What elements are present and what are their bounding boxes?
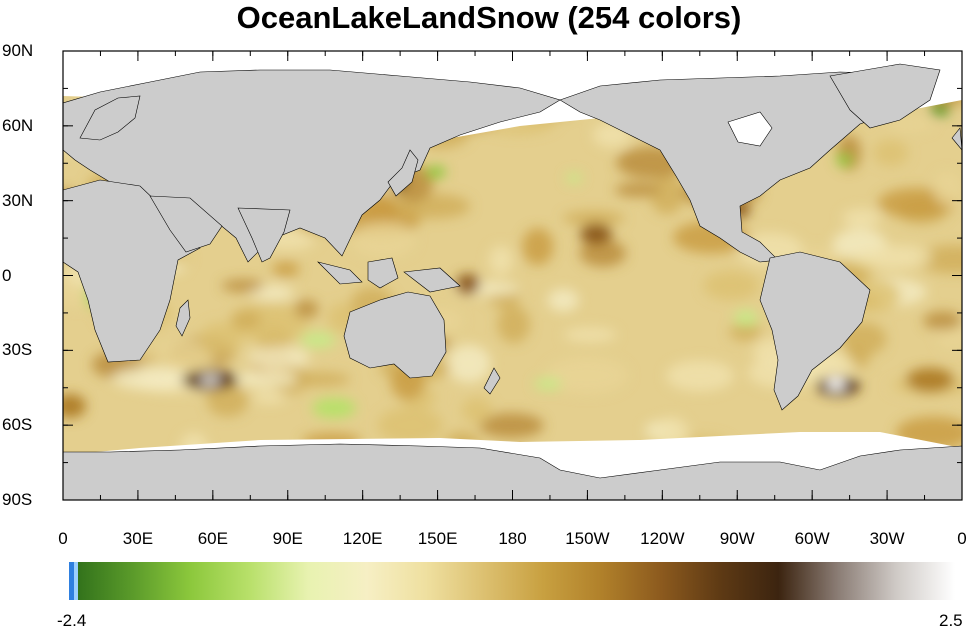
colorbar [69,562,955,600]
ocean-texture-patch [488,245,514,275]
ocean-texture-patch [842,208,882,228]
lat-tick-label: 30N [2,190,34,210]
ocean-texture-patch [446,344,491,383]
lon-tick-label: 30W [869,529,905,548]
ocean-anomaly-patch [734,310,758,326]
new-zealand [483,367,501,395]
ocean-texture-patch [271,261,300,277]
ocean-texture-patch [614,182,661,197]
lon-tick-label: 150E [417,529,458,548]
ocean-texture-patch [351,221,416,259]
ocean-anomaly-patch [456,274,480,294]
world-map [62,50,963,501]
ocean-texture-patch [479,413,544,438]
ocean-texture-patch [579,239,627,267]
japan [387,149,419,197]
colorbar-ocean-swatch [74,562,78,600]
indonesia [317,257,461,293]
lon-tick-label: 0 [957,529,967,548]
ocean-texture-patch [856,244,933,270]
ocean-texture-patch [522,227,554,266]
ocean-anomaly-patch [566,173,582,183]
ocean-texture-patch [703,271,759,301]
lat-tick-label: 90S [2,490,33,509]
lon-tick-label: 120W [640,529,685,548]
ocean-texture-patch [729,322,762,342]
ocean-texture-patch [547,288,579,312]
africa [63,179,201,363]
colorbar-gradient [73,562,955,600]
greenland [829,63,941,129]
south-america [759,251,871,411]
colorbar-min-label: -2.4 [57,611,87,630]
lon-tick-label: 60E [197,529,228,548]
axis-ticks [62,50,963,501]
ocean-anomaly-patch [63,394,86,418]
scandinavia [79,95,141,141]
lon-tick-label: 30E [122,529,154,548]
ocean-anomaly-patch [534,378,562,390]
ocean-anomaly-patch [200,374,220,386]
colorbar-lake-swatch [69,562,74,600]
ocean-texture-patch [206,384,249,417]
ocean-texture-patch [252,390,287,404]
ocean-texture-patch [247,346,310,370]
ocean-anomaly-patch [580,224,612,244]
ocean-texture-patch [232,370,298,388]
lat-tick-label: 60S [2,415,33,435]
lon-tick-label: 0 [58,529,68,548]
ocean-texture-patch [497,305,531,344]
hudson-bay [727,111,773,147]
ocean-texture-patch [665,360,735,392]
lat-tick-label: 0 [2,265,12,285]
lat-tick-label: 60N [2,115,34,135]
lon-tick-label: 90W [719,529,755,548]
lat-tick-label: 30S [2,340,33,360]
india [237,207,291,263]
ocean-anomaly-patch [312,398,356,418]
ocean-texture-patch [923,311,962,331]
ocean-texture-patch [873,139,909,167]
lon-tick-label: 120E [342,529,383,548]
ocean-texture-patch [933,171,962,206]
ocean-texture-patch [562,211,625,226]
ocean-texture-patch [649,174,685,215]
ocean-anomaly-patch [836,154,852,166]
lon-tick-label: 180 [498,529,527,548]
map-title: OceanLakeLandSnow (254 colors) [236,0,742,35]
lon-tick-label: 60W [794,529,830,548]
ocean-texture-patch [377,407,443,444]
ocean-texture-patch [199,322,242,357]
lat-tick-label: 90N [2,41,34,60]
madagascar [175,299,191,337]
antarctica [63,443,962,500]
ocean-texture-patch [461,397,493,424]
lon-tick-label: 90E [272,529,303,548]
ocean-texture-patch [545,356,628,394]
arabia [149,195,223,253]
australia [343,291,447,379]
ocean-anomaly-patch [827,378,845,390]
ocean-anomaly-patch [426,166,446,178]
ocean-texture-patch [563,327,617,343]
britain [951,127,962,151]
ocean-anomaly-patch [300,332,336,348]
ocean-texture-patch [230,309,262,331]
north-america [559,71,931,263]
ocean-texture-patch [112,366,192,391]
ocean-anomaly-patch [906,368,954,392]
ocean-texture-patch [221,279,265,293]
ocean-anomaly-patch [930,104,950,116]
colorbar-max-label: 2.5 [939,611,963,630]
lon-tick-label: 150W [565,529,610,548]
ocean-texture-patch [294,299,319,319]
